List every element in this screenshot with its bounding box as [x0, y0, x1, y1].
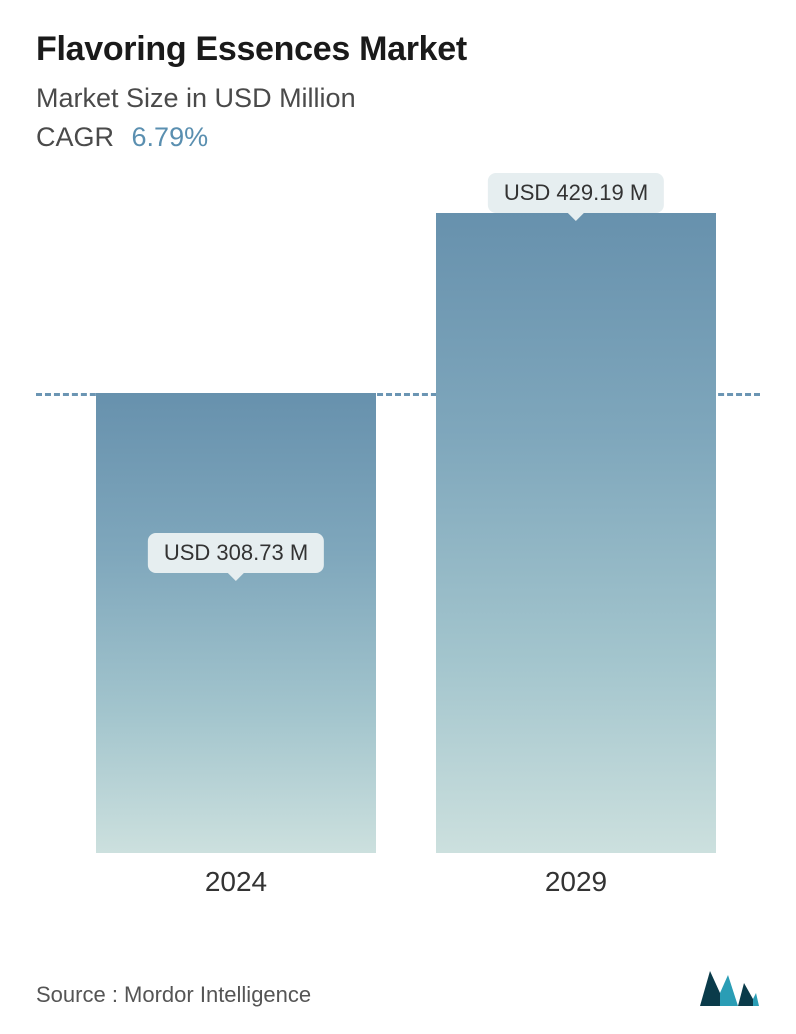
- xlabel-2024: 2024: [96, 866, 376, 898]
- bar-2029: USD 429.19 M: [436, 213, 716, 853]
- source-text: Source : Mordor Intelligence: [36, 982, 311, 1008]
- cagr-label: CAGR: [36, 122, 114, 152]
- value-badge-2029: USD 429.19 M: [488, 173, 664, 213]
- value-badge-2024: USD 308.73 M: [148, 533, 324, 573]
- chart-area: USD 308.73 M 2024 USD 429.19 M 2029: [36, 203, 760, 903]
- footer: Source : Mordor Intelligence: [36, 963, 760, 1008]
- cagr-row: CAGR 6.79%: [36, 122, 760, 153]
- cagr-value: 6.79%: [132, 122, 209, 152]
- mordor-logo-icon: [698, 963, 760, 1008]
- chart-subtitle: Market Size in USD Million: [36, 83, 760, 114]
- xlabel-2029: 2029: [436, 866, 716, 898]
- bar-2024: USD 308.73 M: [96, 393, 376, 853]
- chart-title: Flavoring Essences Market: [36, 30, 760, 69]
